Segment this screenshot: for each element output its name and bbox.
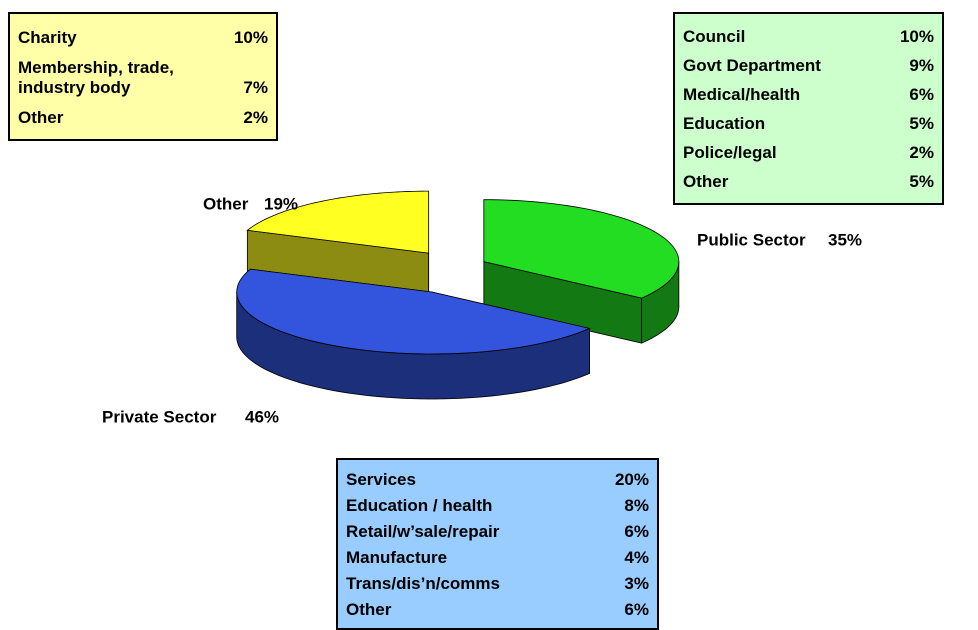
breakdown-value: 20%: [614, 470, 649, 489]
breakdown-label: Medical/health: [683, 85, 801, 104]
slice-label: Public Sector: [697, 230, 806, 249]
breakdown-row: Council 10%: [683, 18, 934, 47]
breakdown-row: Education / health 8%: [346, 490, 649, 516]
breakdown-value: 9%: [909, 56, 934, 75]
breakdown-box: Services 20% Education / health 8% Retail/w’…: [336, 458, 659, 630]
pie-slice: [236, 268, 591, 355]
breakdown-label: Charity: [18, 28, 77, 47]
slice-label: Private Sector: [102, 407, 217, 426]
breakdown-row: Police/legal 2%: [683, 134, 934, 163]
breakdown-label: Trans/dis’n/comms: [346, 574, 500, 593]
breakdown-row: Other 6%: [346, 594, 649, 620]
breakdown-label: Police/legal: [683, 143, 777, 162]
breakdown-label: Membership, trade, industry body: [18, 58, 174, 97]
breakdown-value: 10%: [899, 27, 934, 46]
breakdown-value: 4%: [624, 548, 649, 567]
breakdown-value: 2%: [909, 143, 934, 162]
pie-slice: [483, 199, 680, 299]
breakdown-value: 7%: [243, 78, 268, 97]
breakdown-row: Retail/w’sale/repair 6%: [346, 516, 649, 542]
breakdown-label: Other: [18, 108, 64, 127]
breakdown-row: Medical/health 6%: [683, 76, 934, 105]
breakdown-label: Other: [683, 172, 729, 191]
breakdown-value: 6%: [624, 522, 649, 541]
breakdown-row: Other 2%: [18, 98, 268, 128]
breakdown-value: 5%: [909, 172, 934, 191]
breakdown-value: 8%: [624, 496, 649, 515]
breakdown-label: Education / health: [346, 496, 493, 515]
breakdown-row: Other 5%: [683, 163, 934, 192]
breakdown-value: 10%: [233, 28, 268, 47]
slice-value: 35%: [828, 230, 862, 249]
breakdown-label: Retail/w’sale/repair: [346, 522, 500, 541]
breakdown-value: 5%: [909, 114, 934, 133]
breakdown-row: Trans/dis’n/comms 3%: [346, 568, 649, 594]
breakdown-label: Manufacture: [346, 548, 448, 567]
slice-label: Other: [203, 194, 249, 213]
breakdown-row: Education 5%: [683, 105, 934, 134]
breakdown-row: Services 20%: [346, 464, 649, 490]
breakdown-value: 6%: [909, 85, 934, 104]
breakdown-label: Council: [683, 27, 746, 46]
breakdown-value: 2%: [243, 108, 268, 127]
breakdown-box: Council 10% Govt Department 9% Medical/healt…: [673, 12, 944, 205]
breakdown-label: Education: [683, 114, 766, 133]
breakdown-row: Charity 10%: [18, 18, 268, 48]
slice-value: 46%: [245, 407, 279, 426]
breakdown-row: Manufacture 4%: [346, 542, 649, 568]
pie-slice: [246, 190, 430, 254]
breakdown-label: Govt Department: [683, 56, 821, 75]
breakdown-value: 3%: [624, 574, 649, 593]
breakdown-row: Membership, trade, industry body 7%: [18, 48, 268, 98]
breakdown-label: Other: [346, 600, 392, 619]
breakdown-value: 6%: [624, 600, 649, 619]
breakdown-box: Charity 10% Membership, trade, industry bo…: [8, 12, 278, 141]
breakdown-label: Services: [346, 470, 416, 489]
slice-value: 19%: [264, 194, 298, 213]
breakdown-row: Govt Department 9%: [683, 47, 934, 76]
